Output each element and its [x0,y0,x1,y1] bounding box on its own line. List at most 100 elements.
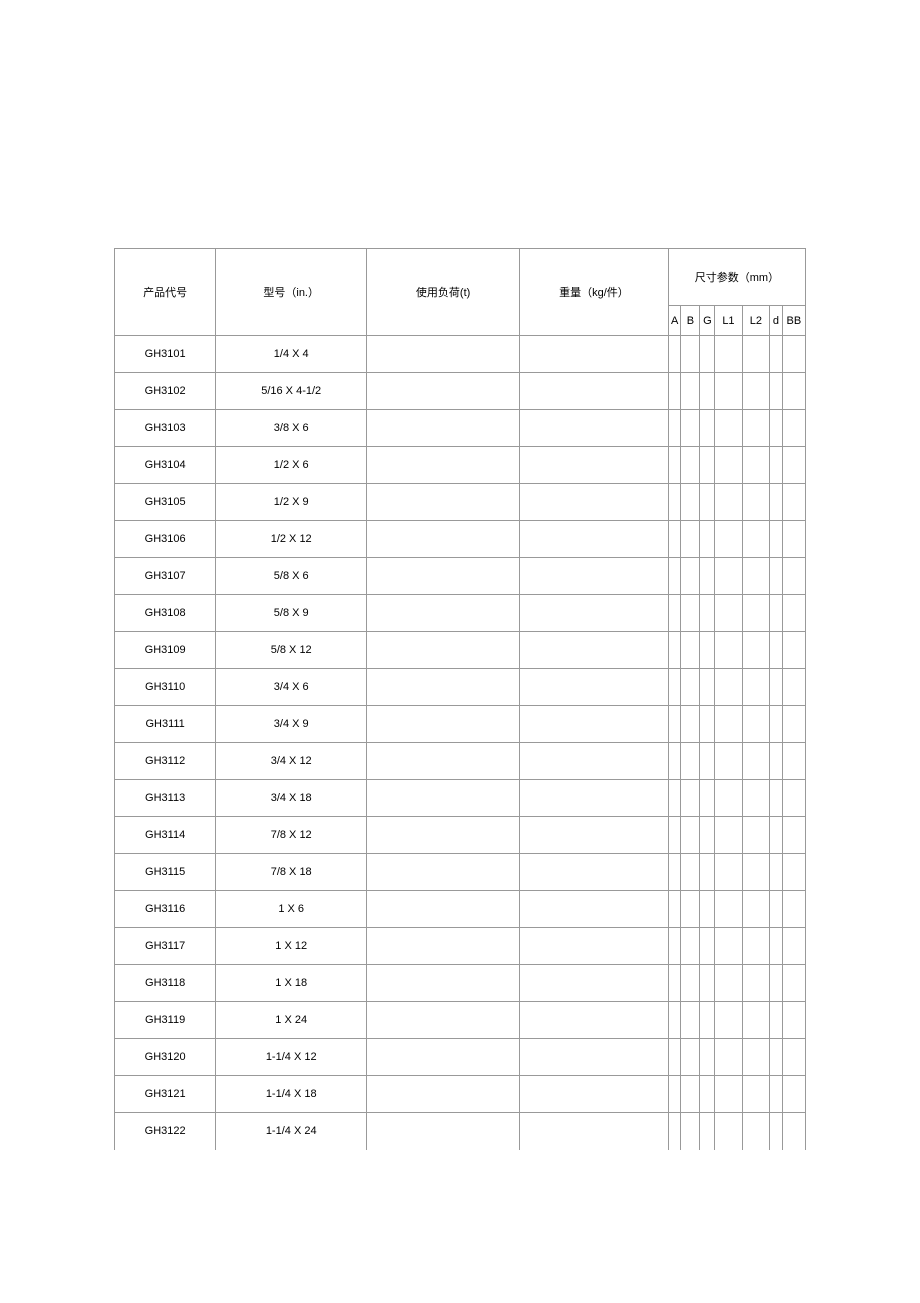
cell-model: 1-1/4 X 24 [216,1113,367,1150]
cell-l2 [742,965,769,1002]
cell-a [668,558,681,595]
cell-load [367,891,520,928]
cell-l1 [715,743,742,780]
cell-model: 3/4 X 6 [216,669,367,706]
cell-l2 [742,373,769,410]
header-model: 型号（in.） [216,249,367,336]
cell-load [367,521,520,558]
cell-l1 [715,854,742,891]
cell-bb [782,743,805,780]
cell-weight [520,632,669,669]
cell-code: GH3117 [115,928,216,965]
cell-g [700,1076,715,1113]
cell-model: 7/8 X 18 [216,854,367,891]
cell-d [770,410,783,447]
table-row: GH31211-1/4 X 18 [115,1076,806,1113]
table-row: GH31191 X 24 [115,1002,806,1039]
header-dim-g: G [700,306,715,336]
cell-l2 [742,484,769,521]
cell-b [681,1076,700,1113]
cell-a [668,780,681,817]
cell-b [681,632,700,669]
cell-weight [520,558,669,595]
table-body: GH31011/4 X 4GH31025/16 X 4-1/2GH31033/8… [115,336,806,1150]
cell-model: 1/2 X 6 [216,447,367,484]
cell-bb [782,484,805,521]
cell-l1 [715,1039,742,1076]
table-row: GH31113/4 X 9 [115,706,806,743]
table-row: GH31033/8 X 6 [115,410,806,447]
cell-b [681,928,700,965]
cell-g [700,595,715,632]
cell-a [668,1113,681,1150]
cell-d [770,817,783,854]
cell-a [668,1002,681,1039]
cell-model: 1 X 12 [216,928,367,965]
cell-g [700,928,715,965]
cell-bb [782,447,805,484]
table-row: GH31201-1/4 X 12 [115,1039,806,1076]
header-dim-b: B [681,306,700,336]
cell-model: 5/8 X 6 [216,558,367,595]
cell-d [770,373,783,410]
cell-l2 [742,706,769,743]
cell-d [770,558,783,595]
cell-load [367,484,520,521]
cell-a [668,669,681,706]
cell-l1 [715,1076,742,1113]
cell-l2 [742,521,769,558]
cell-b [681,854,700,891]
cell-bb [782,336,805,373]
cell-l1 [715,521,742,558]
cell-load [367,595,520,632]
cell-bb [782,1002,805,1039]
cell-g [700,521,715,558]
table-row: GH31103/4 X 6 [115,669,806,706]
cell-weight [520,891,669,928]
cell-a [668,595,681,632]
cell-code: GH3116 [115,891,216,928]
cell-model: 1/2 X 9 [216,484,367,521]
cell-l1 [715,558,742,595]
cell-load [367,743,520,780]
cell-code: GH3101 [115,336,216,373]
cell-weight [520,484,669,521]
table-row: GH31011/4 X 4 [115,336,806,373]
cell-a [668,706,681,743]
cell-weight [520,1076,669,1113]
cell-l2 [742,1113,769,1150]
cell-a [668,1039,681,1076]
cell-bb [782,521,805,558]
cell-b [681,521,700,558]
cell-l1 [715,965,742,1002]
cell-d [770,336,783,373]
cell-bb [782,706,805,743]
cell-bb [782,817,805,854]
cell-load [367,1002,520,1039]
cell-load [367,1113,520,1150]
cell-code: GH3112 [115,743,216,780]
table-row: GH31085/8 X 9 [115,595,806,632]
cell-b [681,669,700,706]
cell-l1 [715,595,742,632]
cell-g [700,558,715,595]
cell-code: GH3105 [115,484,216,521]
cell-d [770,521,783,558]
cell-d [770,1113,783,1150]
header-dim-l2: L2 [742,306,769,336]
cell-g [700,965,715,1002]
cell-bb [782,410,805,447]
cell-model: 5/16 X 4-1/2 [216,373,367,410]
table-row: GH31123/4 X 12 [115,743,806,780]
table-row: GH31181 X 18 [115,965,806,1002]
cell-bb [782,632,805,669]
cell-b [681,891,700,928]
cell-d [770,928,783,965]
cell-code: GH3118 [115,965,216,1002]
cell-a [668,743,681,780]
cell-g [700,706,715,743]
cell-model: 5/8 X 12 [216,632,367,669]
header-dimensions-group: 尺寸参数（mm） [668,249,805,306]
cell-bb [782,965,805,1002]
cell-d [770,484,783,521]
